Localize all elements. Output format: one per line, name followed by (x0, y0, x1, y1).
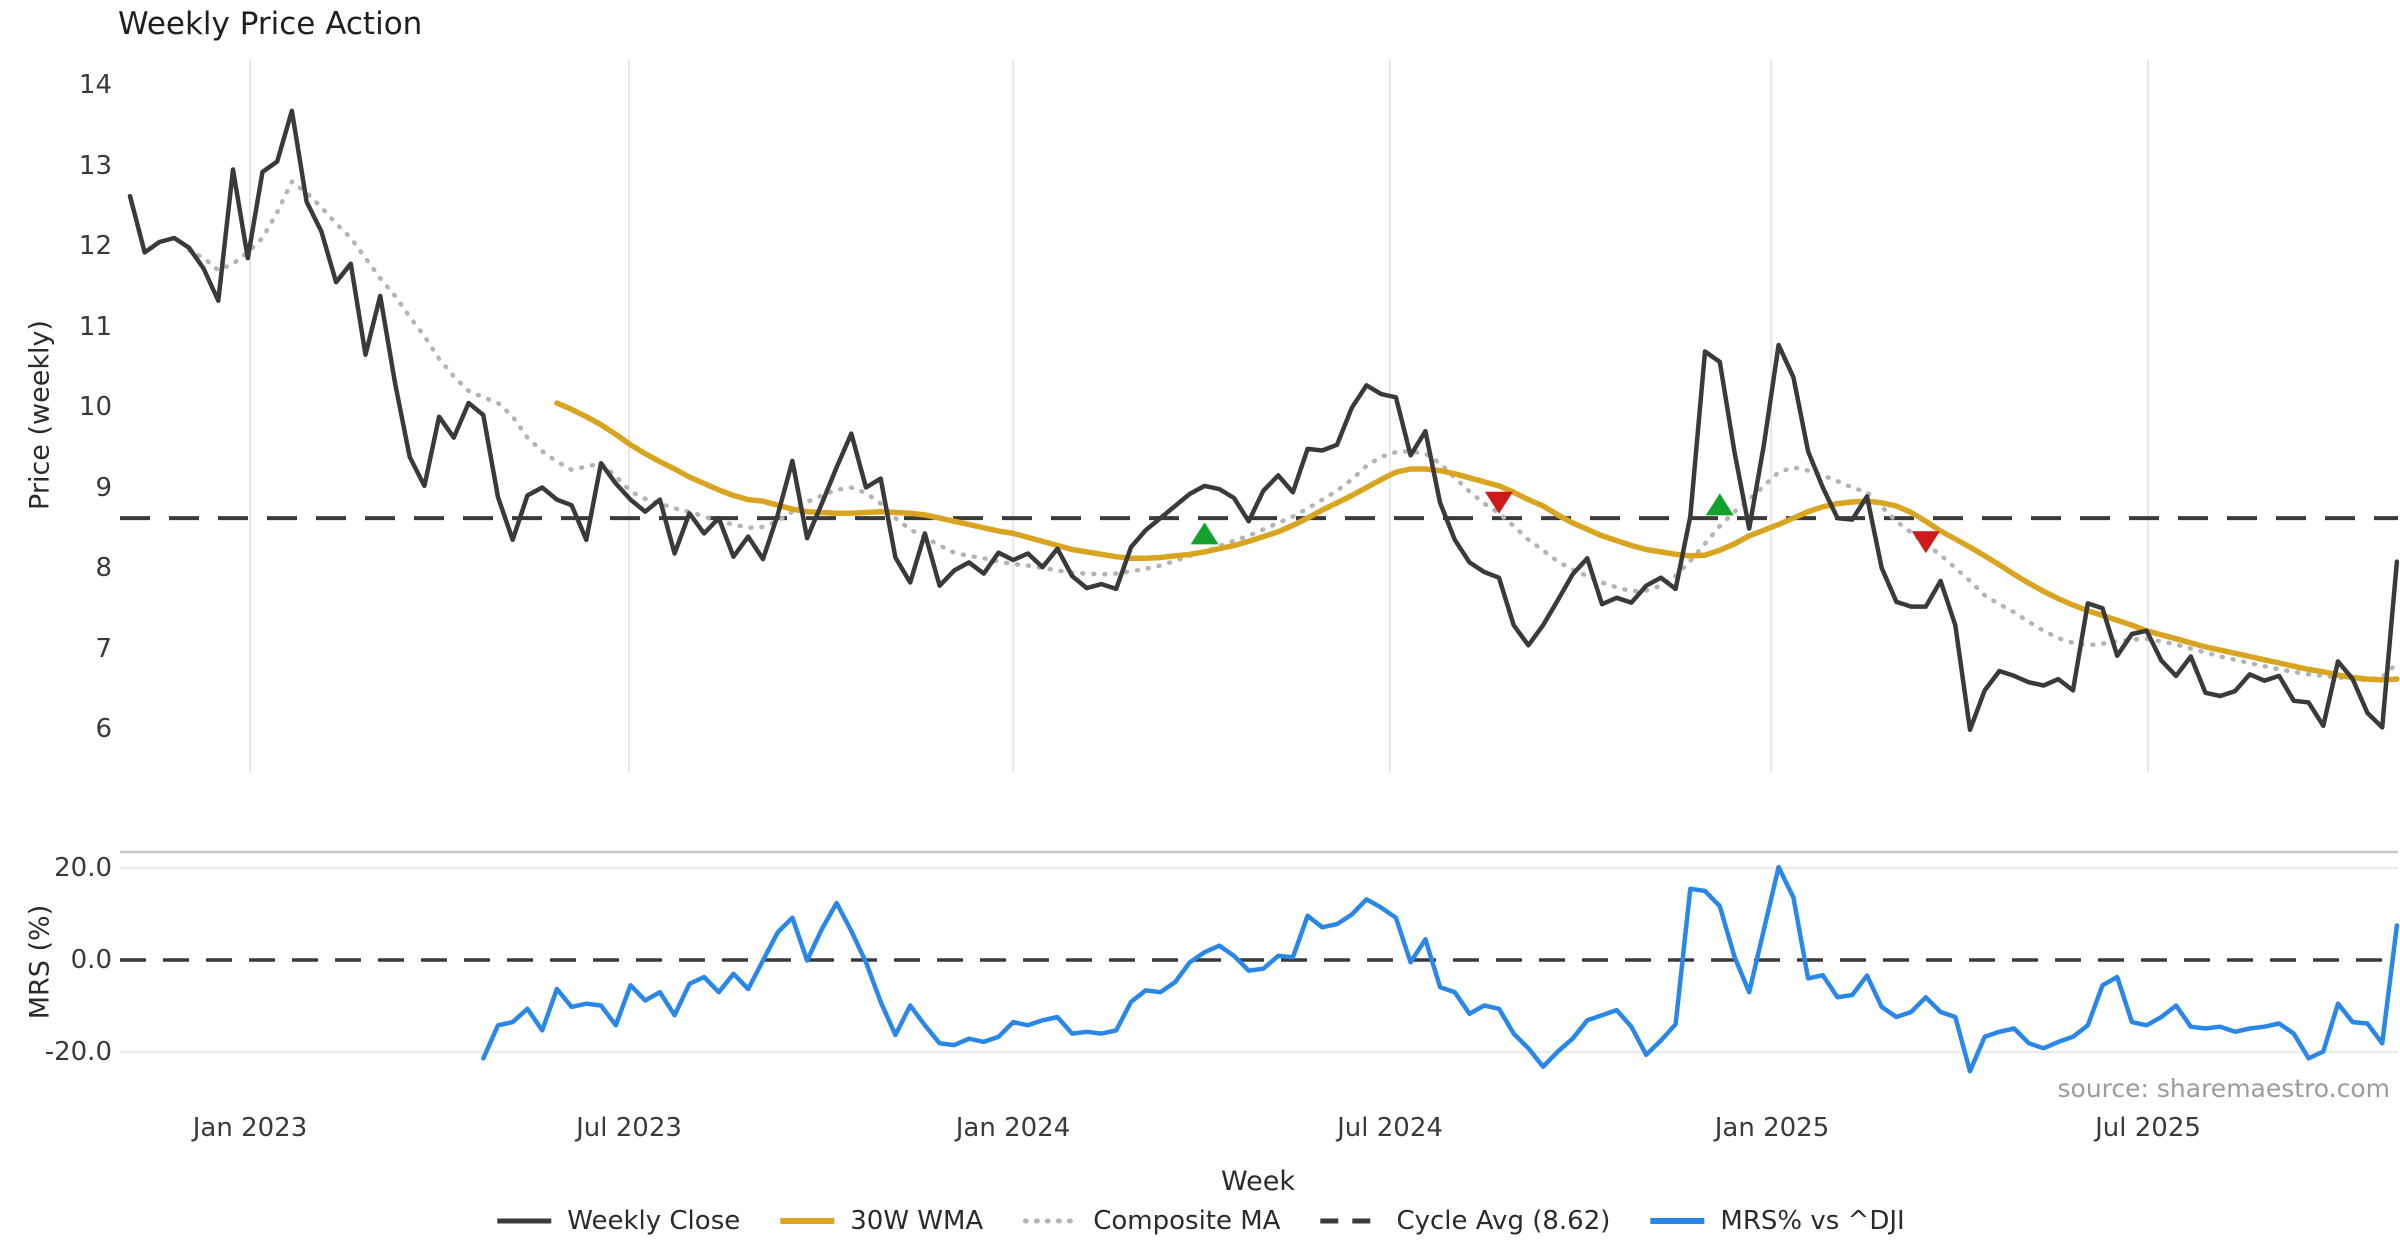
legend-label: MRS% vs ^DJI (1720, 1206, 1905, 1236)
dotted-gray-line-icon (1022, 1218, 1080, 1224)
solid-gold-line-icon (780, 1218, 835, 1224)
solid-blue-line-icon (1650, 1218, 1705, 1224)
price-axis-tick: 13 (78, 151, 112, 181)
buy-signal-marker (1190, 522, 1219, 545)
price-axis-tick: 12 (78, 231, 112, 261)
legend-item-weekly-close: Weekly Close (495, 1206, 740, 1236)
dashed-dark-line-icon (1320, 1218, 1381, 1224)
x-axis-tick: Jan 2023 (192, 1113, 308, 1143)
price-axis-tick: 7 (95, 634, 112, 664)
solid-dark-line-icon (497, 1218, 552, 1224)
price-axis-tick: 8 (95, 553, 112, 583)
mrs-axis-title: MRS (%) (24, 904, 56, 1020)
price-axis-tick: 10 (78, 392, 112, 422)
series-composite (186, 179, 2400, 683)
legend-label: Composite MA (1093, 1206, 1281, 1236)
chart-title: Weekly Price Action (118, 6, 423, 42)
legend-item-cycle-avg: Cycle Avg (8.62) (1318, 1206, 1610, 1236)
series-wma (554, 400, 2400, 683)
legend-label: 30W WMA (850, 1206, 984, 1236)
price-axis-tick: 9 (95, 473, 112, 503)
mrs-axis-tick: 0.0 (70, 945, 112, 975)
x-axis-tick: Jul 2025 (2095, 1113, 2201, 1143)
x-axis-tick: Jan 2025 (1714, 1113, 1830, 1143)
source-watermark: source: sharemaestro.com (2057, 1074, 2391, 1103)
price-axis-title: Price (weekly) (24, 320, 56, 510)
mrs-axis-tick: -20.0 (44, 1037, 112, 1067)
price-axis-tick: 11 (78, 312, 112, 342)
legend: Weekly Close 30W WMA Composite MA Cycle … (495, 1206, 1905, 1236)
x-axis-tick: Jul 2023 (576, 1113, 682, 1143)
sell-signal-marker (1911, 531, 1940, 554)
legend-label: Cycle Avg (8.62) (1396, 1206, 1611, 1236)
x-axis-tick: Jan 2024 (955, 1113, 1071, 1143)
legend-item-composite-ma: Composite MA (1021, 1206, 1280, 1236)
price-axis-tick: 14 (78, 70, 112, 100)
sell-signal-marker (1484, 491, 1513, 514)
legend-label: Weekly Close (567, 1206, 741, 1236)
legend-item-30w-wma: 30W WMA (778, 1206, 983, 1236)
buy-signal-marker (1705, 493, 1734, 516)
series-close (127, 108, 2400, 733)
x-axis-title: Week (1221, 1166, 1295, 1197)
mrs-axis-tick: 20.0 (54, 853, 112, 883)
series-mrs (481, 864, 2400, 1074)
price-axis-tick: 6 (95, 714, 112, 744)
x-axis-tick: Jul 2024 (1337, 1113, 1443, 1143)
legend-item-mrs: MRS% vs ^DJI (1648, 1206, 1905, 1236)
